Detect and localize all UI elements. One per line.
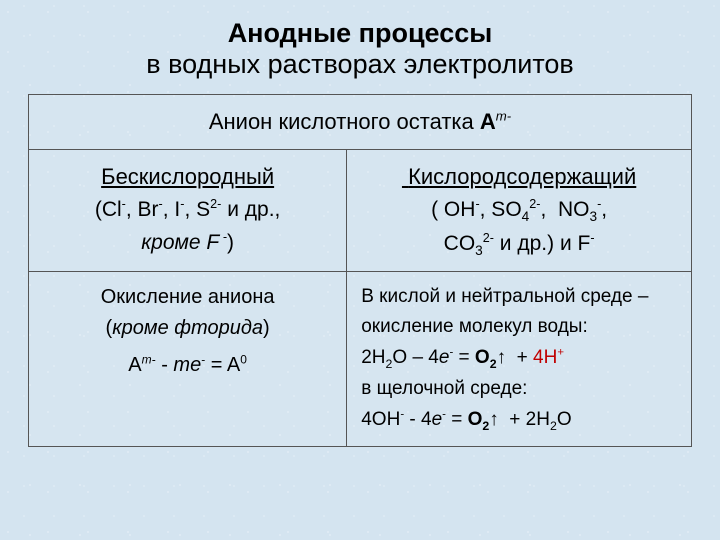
row2-left-cell: Окисление аниона (кроме фторида) Am- - m… [29, 271, 347, 446]
col1-heading: Бескислородный [43, 160, 332, 194]
row2-right-eq2: 4OH- - 4e- = O2↑ + 2H2O [361, 405, 677, 437]
col2-cell: Кислородсодержащий ( OH-, SO42-, NO3-, C… [347, 150, 692, 272]
col1-ions: (Cl-, Br-, I-, S2- и др., [43, 194, 332, 227]
header-symbol: A [480, 109, 496, 134]
col1-cell: Бескислородный (Cl-, Br-, I-, S2- и др.,… [29, 150, 347, 272]
col2-ions-line1: ( OH-, SO42-, NO3-, [361, 194, 677, 227]
row2-left-line1: Окисление аниона [43, 282, 332, 313]
row2-right-line1: В кислой и нейтральной среде – окисление… [361, 282, 677, 343]
row2-right-eq1: 2H2O – 4e- = O2↑ + 4H+ [361, 343, 677, 375]
col2-heading: Кислородсодержащий [361, 160, 677, 194]
table-header-row: Анион кислотного остатка Am- [29, 95, 692, 150]
header-super: m- [496, 109, 511, 124]
table-subheader-row: Бескислородный (Cl-, Br-, I-, S2- и др.,… [29, 150, 692, 272]
header-text: Анион кислотного остатка [209, 109, 480, 134]
title-line2: в водных растворах электролитов [28, 49, 692, 80]
row2-left-equation: Am- - me- = A0 [43, 350, 332, 381]
row2-right-line3: в щелочной среде: [361, 374, 677, 404]
row2-right-cell: В кислой и нейтральной среде – окисление… [347, 271, 692, 446]
col2-ions-line2: CO32- и др.) и F- [361, 228, 677, 261]
table-header-cell: Анион кислотного остатка Am- [29, 95, 692, 150]
col1-except: кроме F -) [43, 227, 332, 260]
anode-table: Анион кислотного остатка Am- Бескислород… [28, 94, 692, 447]
title-line1: Анодные процессы [28, 18, 692, 49]
table-body-row: Окисление аниона (кроме фторида) Am- - m… [29, 271, 692, 446]
row2-left-line2: (кроме фторида) [43, 313, 332, 344]
slide-title: Анодные процессы в водных растворах элек… [28, 18, 692, 80]
